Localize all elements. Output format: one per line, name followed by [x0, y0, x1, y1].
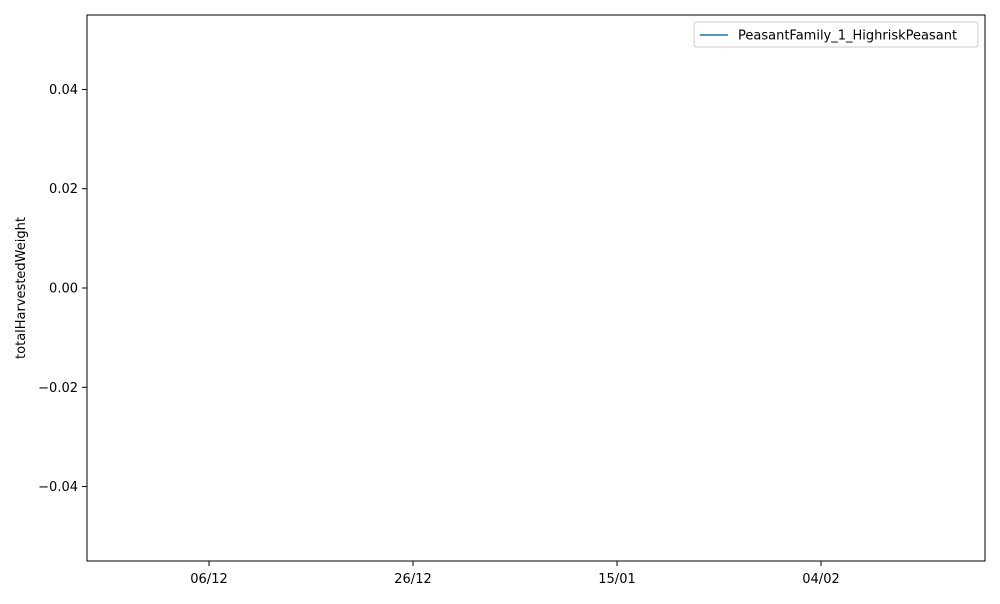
- legend: PeasantFamily_1_HighriskPeasant: [693, 21, 979, 48]
- y-tick-label: −0.04: [38, 480, 78, 495]
- y-tick-label: 0.04: [49, 83, 78, 98]
- x-axis: 06/12 26/12 15/01 04/02: [190, 561, 840, 587]
- x-tick-label: 15/01: [598, 572, 635, 587]
- x-tick-label: 06/12: [190, 572, 227, 587]
- legend-label: PeasantFamily_1_HighriskPeasant: [738, 29, 957, 44]
- y-tick-label: −0.02: [38, 381, 78, 396]
- y-tick-label: 0.02: [49, 182, 78, 197]
- legend-box: [693, 21, 979, 48]
- x-tick-label: 26/12: [394, 572, 431, 587]
- plot-area-frame: [86, 14, 986, 562]
- y-axis-label: totalHarvestedWeight: [14, 217, 29, 359]
- y-axis: 0.04 0.02 0.00 −0.02 −0.04: [38, 83, 87, 495]
- y-tick-label: 0.00: [49, 282, 78, 297]
- x-tick-label: 04/02: [802, 572, 839, 587]
